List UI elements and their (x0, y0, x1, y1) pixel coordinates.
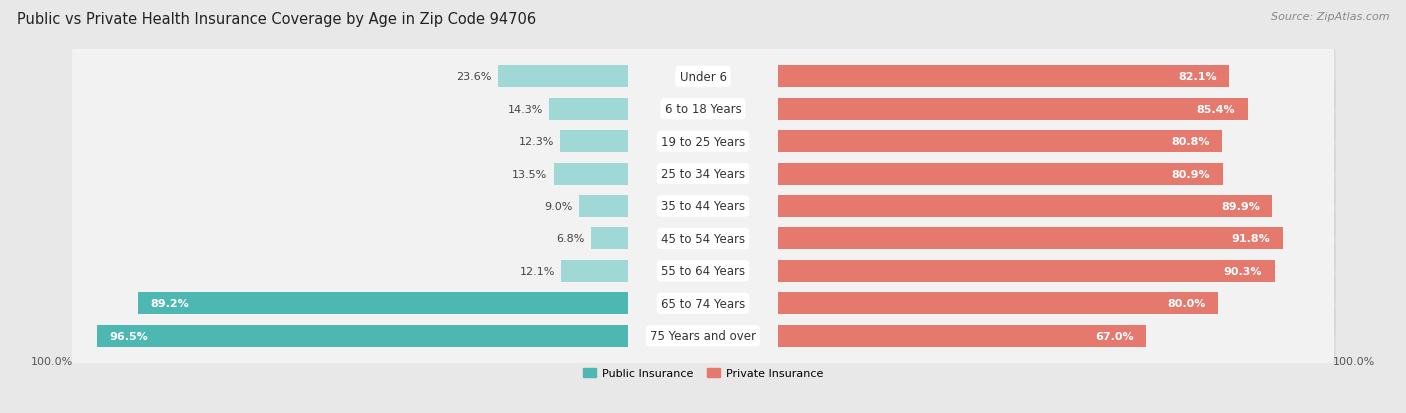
Text: 80.8%: 80.8% (1171, 137, 1209, 147)
Text: 13.5%: 13.5% (512, 169, 547, 179)
Bar (97, 325, 628, 347)
Text: 45 to 54 Years: 45 to 54 Years (661, 233, 745, 245)
Bar (778, 195, 1272, 218)
Bar (561, 260, 628, 282)
Text: 80.9%: 80.9% (1171, 169, 1211, 179)
Text: 100.0%: 100.0% (31, 356, 73, 366)
Text: 6.8%: 6.8% (555, 234, 585, 244)
Text: 75 Years and over: 75 Years and over (650, 330, 756, 342)
Text: 65 to 74 Years: 65 to 74 Years (661, 297, 745, 310)
Bar (778, 66, 1229, 88)
FancyBboxPatch shape (72, 206, 1334, 271)
FancyBboxPatch shape (72, 77, 1334, 142)
Bar (778, 163, 1223, 185)
FancyBboxPatch shape (72, 304, 1334, 368)
Text: 25 to 34 Years: 25 to 34 Years (661, 168, 745, 180)
Text: 90.3%: 90.3% (1223, 266, 1263, 276)
Text: 55 to 64 Years: 55 to 64 Years (661, 265, 745, 278)
Text: 14.3%: 14.3% (508, 104, 543, 114)
Text: 91.8%: 91.8% (1232, 234, 1270, 244)
Bar (778, 98, 1247, 121)
Bar (498, 66, 628, 88)
FancyBboxPatch shape (73, 144, 1336, 209)
FancyBboxPatch shape (73, 209, 1336, 273)
Text: 67.0%: 67.0% (1095, 331, 1133, 341)
Text: 12.1%: 12.1% (520, 266, 555, 276)
Text: 85.4%: 85.4% (1197, 104, 1234, 114)
FancyBboxPatch shape (72, 109, 1334, 174)
FancyBboxPatch shape (73, 273, 1336, 338)
Text: 6 to 18 Years: 6 to 18 Years (665, 103, 741, 116)
Text: Public vs Private Health Insurance Coverage by Age in Zip Code 94706: Public vs Private Health Insurance Cover… (17, 12, 536, 27)
Text: 82.1%: 82.1% (1178, 72, 1218, 82)
FancyBboxPatch shape (72, 45, 1334, 109)
Text: 23.6%: 23.6% (457, 72, 492, 82)
FancyBboxPatch shape (73, 112, 1336, 176)
Bar (778, 131, 1222, 153)
Legend: Public Insurance, Private Insurance: Public Insurance, Private Insurance (579, 364, 827, 383)
Text: 80.0%: 80.0% (1167, 299, 1205, 309)
Bar (561, 131, 628, 153)
FancyBboxPatch shape (73, 79, 1336, 144)
Bar (578, 195, 628, 218)
Text: 12.3%: 12.3% (519, 137, 554, 147)
Text: 35 to 44 Years: 35 to 44 Years (661, 200, 745, 213)
FancyBboxPatch shape (72, 174, 1334, 239)
Text: 100.0%: 100.0% (1333, 356, 1375, 366)
Bar (778, 292, 1218, 315)
Text: 9.0%: 9.0% (544, 202, 572, 211)
FancyBboxPatch shape (73, 306, 1336, 370)
Bar (554, 163, 628, 185)
FancyBboxPatch shape (72, 142, 1334, 206)
FancyBboxPatch shape (73, 47, 1336, 112)
Text: 89.9%: 89.9% (1220, 202, 1260, 211)
Bar (591, 228, 628, 250)
Text: 19 to 25 Years: 19 to 25 Years (661, 135, 745, 148)
Bar (778, 228, 1282, 250)
Text: 89.2%: 89.2% (150, 299, 188, 309)
FancyBboxPatch shape (72, 239, 1334, 304)
FancyBboxPatch shape (72, 271, 1334, 336)
FancyBboxPatch shape (73, 241, 1336, 306)
Bar (138, 292, 628, 315)
Bar (778, 260, 1275, 282)
Text: 96.5%: 96.5% (110, 331, 149, 341)
Text: Source: ZipAtlas.com: Source: ZipAtlas.com (1271, 12, 1389, 22)
Text: Under 6: Under 6 (679, 71, 727, 83)
Bar (778, 325, 1146, 347)
Bar (550, 98, 628, 121)
FancyBboxPatch shape (73, 176, 1336, 241)
